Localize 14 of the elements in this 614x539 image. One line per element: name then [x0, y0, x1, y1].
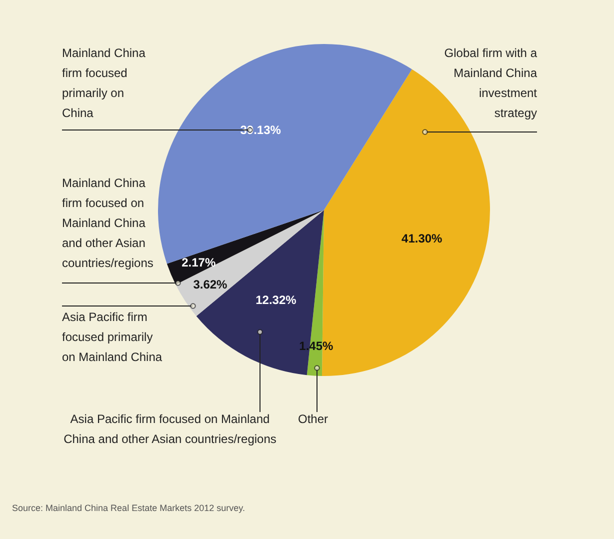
slice-label: Mainland China firm focused on Mainland China and other Asian countries/regions — [62, 176, 154, 270]
data-label: 3.62% — [193, 277, 228, 292]
slice-label: Mainland China firm focused primarily on China — [62, 46, 146, 120]
slice-label: Global firm with a Mainland China investment strategy — [444, 46, 538, 120]
slice-label: Asia Pacific firm focused primarily on Mainland China — [62, 310, 162, 364]
data-label: 12.32% — [256, 292, 297, 307]
data-label: 1.45% — [299, 338, 334, 353]
data-label: 41.30% — [402, 232, 443, 246]
slice-label: Other — [298, 412, 328, 426]
data-label: 2.17% — [182, 256, 216, 270]
slice-label: Asia Pacific firm focused on Mainland China and other Asian countries/regions — [64, 412, 276, 446]
pie-slice — [176, 210, 324, 316]
source-note: Source: Mainland China Real Estate Markets 2012 survey. — [12, 503, 245, 513]
data-label: 39.13% — [240, 123, 282, 138]
